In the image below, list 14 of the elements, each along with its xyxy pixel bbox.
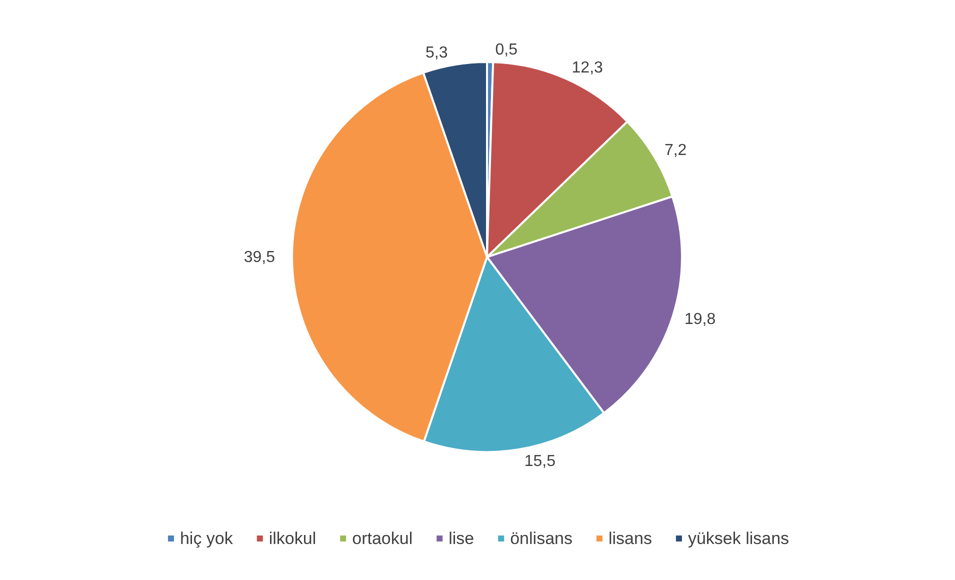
- data-label: 0,5: [495, 42, 518, 59]
- data-label: 39,5: [244, 248, 276, 266]
- data-label: 19,8: [684, 310, 716, 328]
- data-label: 7,2: [664, 142, 687, 159]
- legend-label: lise: [448, 529, 474, 548]
- legend-label: yüksek lisans: [688, 529, 790, 548]
- legend-label: lisans: [608, 529, 652, 548]
- data-label: 12,3: [572, 60, 604, 77]
- legend-label: ortaokul: [352, 529, 413, 548]
- legend-label: önlisans: [510, 529, 572, 548]
- legend-label: hiç yok: [180, 529, 234, 548]
- data-label: 15,5: [524, 452, 556, 470]
- data-label: 5,3: [425, 44, 448, 62]
- legend-label: ilkokul: [268, 529, 316, 548]
